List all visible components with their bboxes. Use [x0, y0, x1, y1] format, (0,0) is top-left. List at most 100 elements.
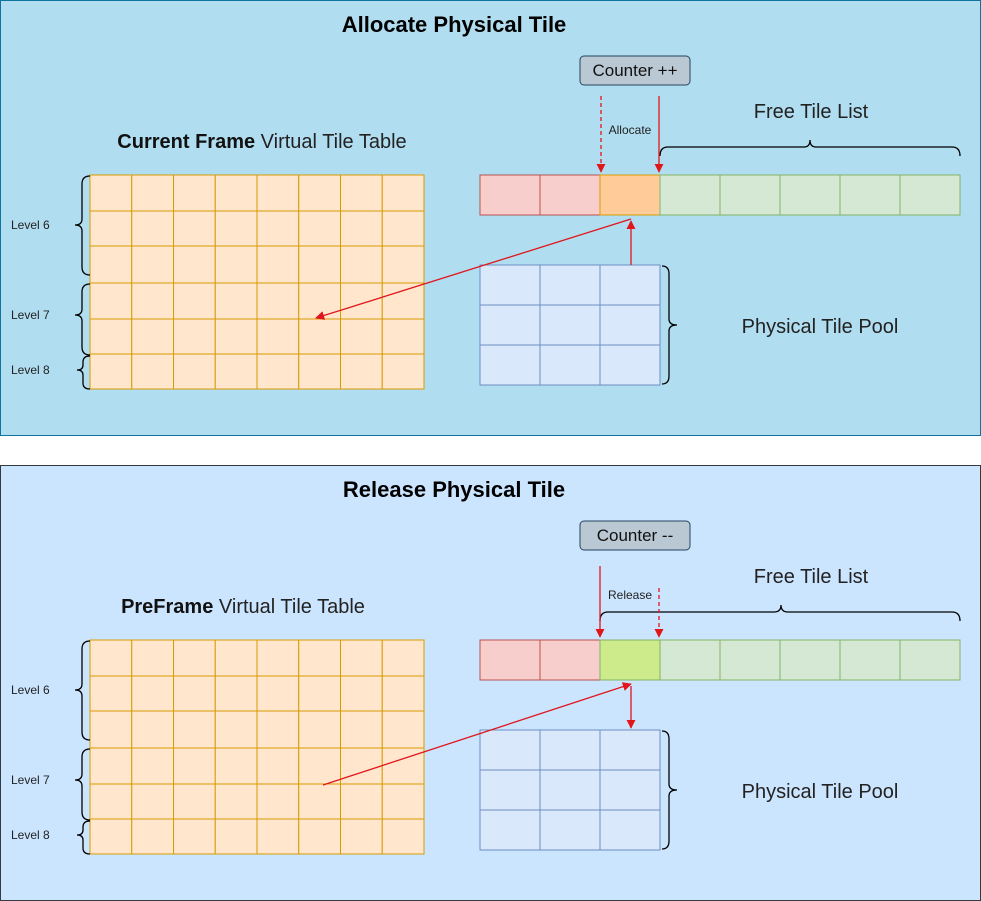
allocate-physical-tile-pool [479, 264, 661, 386]
virtual-tile-cell [381, 639, 425, 677]
virtual-tile-cell [89, 245, 133, 284]
allocate-panel: Allocate Physical Tile Current Frame Vir… [0, 0, 981, 436]
release-pool-brace [661, 730, 678, 850]
virtual-tile-cell [173, 710, 216, 749]
virtual-tile-cell [381, 318, 425, 355]
virtual-tile-cell [89, 639, 133, 677]
virtual-tile-cell [214, 353, 258, 390]
virtual-tile-cell [340, 210, 383, 247]
virtual-tile-cell [381, 282, 425, 320]
virtual-tile-cell [214, 818, 258, 855]
virtual-tile-cell [381, 710, 425, 749]
virtual-tile-cell [131, 210, 174, 247]
virtual-tile-cell [381, 210, 425, 247]
virtual-tile-cell [173, 174, 216, 212]
virtual-tile-cell [381, 353, 425, 390]
virtual-tile-cell [340, 783, 383, 820]
allocate-list-to-table-arrow [315, 218, 632, 320]
virtual-tile-cell [89, 675, 133, 712]
virtual-tile-cell [340, 245, 383, 284]
virtual-tile-cell [298, 818, 341, 855]
virtual-tile-cell [89, 318, 133, 355]
release-counter-box [579, 520, 691, 551]
virtual-tile-cell [340, 710, 383, 749]
release-virtual-tile-grid [89, 639, 425, 855]
virtual-tile-cell [131, 747, 174, 785]
release-physical-tile-pool [479, 729, 661, 851]
virtual-tile-cell [214, 282, 258, 320]
tile-list-slot [479, 174, 541, 216]
physical-tile-cell [479, 344, 541, 386]
virtual-tile-cell [131, 353, 174, 390]
virtual-tile-cell [173, 675, 216, 712]
virtual-tile-cell [256, 282, 300, 320]
physical-tile-cell [539, 264, 601, 306]
virtual-tile-cell [173, 639, 216, 677]
physical-tile-cell [599, 729, 661, 771]
virtual-tile-cell [89, 174, 133, 212]
virtual-tile-cell [131, 318, 174, 355]
allocate-level8-label: Level 8 [11, 363, 50, 377]
release-panel: Release Physical Tile PreFrame Virtual T… [0, 465, 981, 901]
virtual-tile-cell [131, 282, 174, 320]
allocate-counter-box [579, 55, 691, 86]
virtual-tile-cell [214, 747, 258, 785]
tile-list-slot [779, 174, 841, 216]
allocate-free-list-brace [659, 139, 961, 157]
tile-list-slot [839, 639, 901, 681]
virtual-tile-cell [298, 353, 341, 390]
release-level7-label: Level 7 [11, 773, 50, 787]
allocate-panel-title: Allocate Physical Tile [342, 12, 567, 37]
virtual-tile-cell [173, 818, 216, 855]
virtual-tile-cell [340, 353, 383, 390]
allocate-table-heading-bold: Current Frame [117, 131, 255, 153]
allocate-table-heading-rest: Virtual Tile Table [255, 131, 407, 153]
virtual-tile-cell [340, 818, 383, 855]
virtual-tile-cell [89, 783, 133, 820]
allocate-pool-brace [661, 265, 678, 385]
virtual-tile-cell [173, 282, 216, 320]
virtual-tile-cell [381, 783, 425, 820]
virtual-tile-cell [256, 245, 300, 284]
tile-list-slot [659, 174, 721, 216]
release-tile-list [479, 639, 961, 681]
virtual-tile-cell [214, 710, 258, 749]
virtual-tile-cell [298, 282, 341, 320]
virtual-tile-cell [173, 318, 216, 355]
virtual-tile-cell [298, 783, 341, 820]
virtual-tile-cell [89, 282, 133, 320]
physical-tile-cell [599, 809, 661, 851]
release-level8-label: Level 8 [11, 828, 50, 842]
release-panel-title: Release Physical Tile [343, 477, 565, 502]
virtual-tile-cell [214, 783, 258, 820]
virtual-tile-cell [214, 245, 258, 284]
virtual-tile-cell [256, 353, 300, 390]
allocate-level6-label: Level 6 [11, 218, 50, 232]
physical-tile-cell [539, 769, 601, 811]
allocate-pool-label: Physical Tile Pool [742, 316, 899, 338]
physical-tile-cell [479, 729, 541, 771]
release-counter-label: Counter -- [597, 526, 674, 545]
virtual-tile-cell [256, 639, 300, 677]
release-action-label: Release [608, 588, 652, 602]
tile-list-slot [719, 639, 781, 681]
physical-tile-cell [539, 809, 601, 851]
virtual-tile-cell [340, 675, 383, 712]
virtual-tile-cell [89, 818, 133, 855]
virtual-tile-cell [214, 174, 258, 212]
allocate-level6-brace [74, 175, 91, 276]
virtual-tile-cell [89, 710, 133, 749]
virtual-tile-cell [256, 210, 300, 247]
virtual-tile-cell [298, 174, 341, 212]
virtual-tile-cell [173, 783, 216, 820]
virtual-tile-cell [340, 639, 383, 677]
physical-tile-cell [539, 304, 601, 346]
virtual-tile-cell [381, 818, 425, 855]
virtual-tile-cell [298, 710, 341, 749]
release-level6-brace [74, 640, 91, 741]
physical-tile-cell [599, 264, 661, 306]
virtual-tile-cell [298, 210, 341, 247]
allocate-level7-label: Level 7 [11, 308, 50, 322]
tile-list-slot [479, 639, 541, 681]
release-level6-label: Level 6 [11, 683, 50, 697]
